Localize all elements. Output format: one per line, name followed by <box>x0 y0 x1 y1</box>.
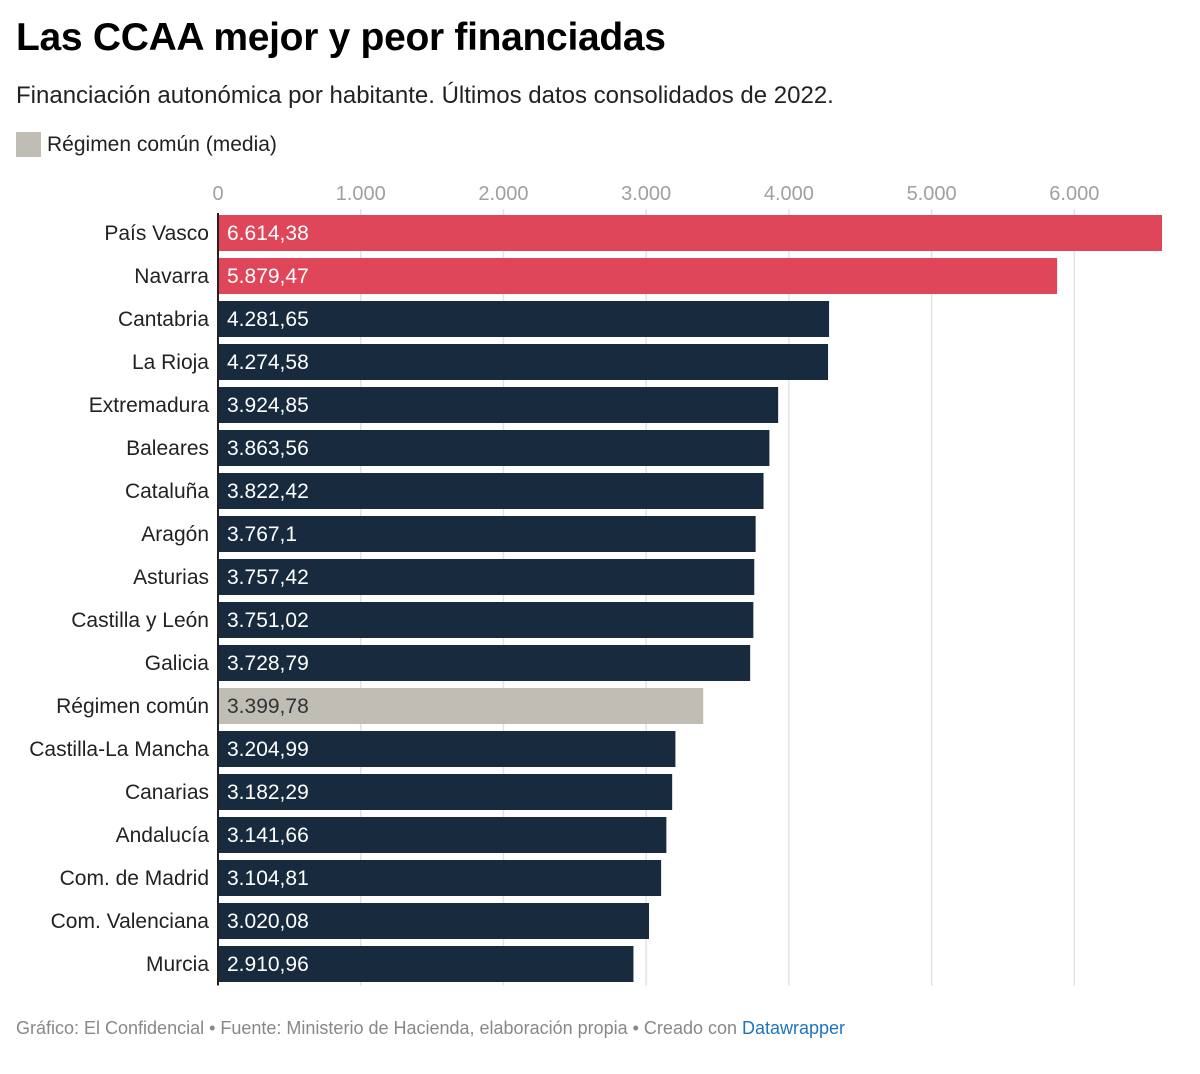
category-label: Extremadura <box>89 394 210 417</box>
x-tick-label: 4.000 <box>764 183 814 205</box>
value-label: 3.399,78 <box>227 695 309 718</box>
category-label: País Vasco <box>104 222 209 245</box>
legend-swatch <box>16 132 41 157</box>
bar <box>218 774 673 810</box>
value-label: 2.910,96 <box>227 953 309 976</box>
x-tick-label: 3.000 <box>621 183 671 205</box>
x-tick-label: 6.000 <box>1049 183 1099 205</box>
category-label: La Rioja <box>132 351 209 374</box>
value-label: 3.751,02 <box>227 609 309 632</box>
footer: Gráfico: El Confidencial • Fuente: Minis… <box>16 1018 845 1039</box>
chart-title: Las CCAA mejor y peor financiadas <box>16 16 666 59</box>
category-label: Navarra <box>134 265 209 288</box>
category-label: Cataluña <box>125 480 209 503</box>
value-label: 3.104,81 <box>227 867 309 890</box>
value-label: 3.182,29 <box>227 781 309 804</box>
value-label: 3.822,42 <box>227 480 309 503</box>
value-label: 3.767,1 <box>227 523 297 546</box>
value-label: 4.274,58 <box>227 351 309 374</box>
bar <box>218 731 676 767</box>
value-label: 4.281,65 <box>227 308 309 331</box>
bar <box>218 903 650 939</box>
x-tick-label: 0 <box>212 183 223 205</box>
category-label: Asturias <box>133 566 209 589</box>
bar <box>218 688 704 724</box>
category-label: Galicia <box>145 652 210 675</box>
legend: Régimen común (media) <box>16 132 277 157</box>
category-label: Castilla-La Mancha <box>29 738 209 761</box>
category-label: Castilla y León <box>71 609 209 632</box>
category-label: Régimen común <box>56 695 209 718</box>
value-label: 3.020,08 <box>227 910 309 933</box>
category-label: Canarias <box>125 781 209 804</box>
value-label: 3.204,99 <box>227 738 309 761</box>
category-label: Andalucía <box>116 824 210 847</box>
category-label: Baleares <box>126 437 209 460</box>
bar <box>218 301 830 337</box>
value-label: 5.879,47 <box>227 265 309 288</box>
bar <box>218 430 770 466</box>
bar <box>218 387 779 423</box>
bar <box>218 516 756 552</box>
bar <box>218 344 829 380</box>
value-label: 6.614,38 <box>227 222 309 245</box>
value-label: 3.924,85 <box>227 394 309 417</box>
bar <box>218 258 1058 294</box>
bar <box>218 946 634 982</box>
bar <box>218 473 764 509</box>
bar <box>218 817 667 853</box>
bar <box>218 860 662 896</box>
bar <box>218 645 751 681</box>
bar <box>218 602 754 638</box>
bar <box>218 215 1162 251</box>
datawrapper-link[interactable]: Datawrapper <box>742 1018 846 1038</box>
footer-credit: Gráfico: El Confidencial • Fuente: Minis… <box>16 1018 742 1038</box>
value-label: 3.757,42 <box>227 566 309 589</box>
legend-label: Régimen común (media) <box>47 132 277 156</box>
chart-subtitle: Financiación autonómica por habitante. Ú… <box>16 82 834 109</box>
bar-chart: 0 1.000 2.000 3.000 4.000 5.000 6.000 País Vasc… <box>29 183 1162 986</box>
x-tick-label: 1.000 <box>336 183 386 205</box>
category-label: Aragón <box>141 523 209 546</box>
category-label: Cantabria <box>118 308 209 331</box>
category-label: Murcia <box>146 953 209 976</box>
category-label: Com. de Madrid <box>60 867 209 890</box>
category-label: Com. Valenciana <box>51 910 210 933</box>
value-label: 3.863,56 <box>227 437 309 460</box>
bar <box>218 559 755 595</box>
value-label: 3.728,79 <box>227 652 309 675</box>
x-tick-label: 5.000 <box>907 183 957 205</box>
x-tick-label: 2.000 <box>478 183 528 205</box>
value-label: 3.141,66 <box>227 824 309 847</box>
